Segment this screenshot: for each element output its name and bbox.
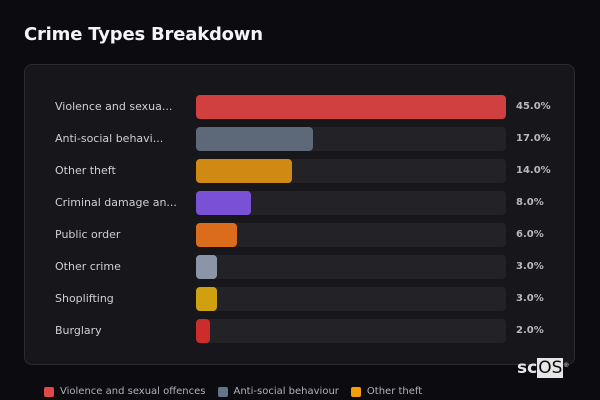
bar-value: 6.0% [516,229,544,240]
bar-row: Other crime 3.0% [25,255,574,279]
legend-swatch-icon [44,386,54,397]
bar-value: 45.0% [516,101,551,112]
bar-row: Burglary 2.0% [25,319,574,343]
bar-fill[interactable] [196,95,506,119]
bar-value: 17.0% [516,133,551,144]
bar-row: Violence and sexua... 45.0% [25,95,574,119]
chart-legend: Violence and sexual offences Anti-social … [44,386,422,397]
brand-prefix: sc [517,358,538,378]
bar-label: Public order [55,228,121,241]
bar-value: 8.0% [516,197,544,208]
bar-label: Shoplifting [55,292,114,305]
bar-track [196,159,506,183]
bar-row: Shoplifting 3.0% [25,287,574,311]
bar-value: 14.0% [516,165,551,176]
bar-track [196,191,506,215]
bar-track [196,223,506,247]
legend-item[interactable]: Anti-social behaviour [217,386,339,397]
bar-fill[interactable] [196,191,252,215]
bar-fill[interactable] [196,159,293,183]
bar-label: Violence and sexua... [55,100,173,113]
brand-logo: scOS ® [517,358,569,378]
bar-label: Anti-social behavi... [55,132,164,145]
legend-item[interactable]: Other theft [350,386,423,397]
chart-title: Crime Types Breakdown [24,24,263,45]
bar-value: 3.0% [516,261,544,272]
bar-fill[interactable] [196,223,238,247]
bar-fill[interactable] [196,255,217,279]
bar-track [196,255,506,279]
bar-label: Other theft [55,164,116,177]
bar-row: Anti-social behavi... 17.0% [25,127,574,151]
legend-swatch-icon [217,386,228,397]
bar-row: Public order 6.0% [25,223,574,247]
bar-label: Other crime [55,260,121,273]
legend-label: Anti-social behaviour [233,386,339,397]
legend-label: Other theft [366,386,423,397]
bar-row: Other theft 14.0% [25,159,574,183]
bar-row: Criminal damage an... 8.0% [25,191,574,215]
bar-track [196,127,506,151]
legend-swatch-icon [350,386,361,397]
bar-fill[interactable] [196,319,210,343]
bar-label: Criminal damage an... [55,196,177,209]
bar-fill[interactable] [196,127,314,151]
bar-value: 3.0% [516,293,544,304]
chart-panel: Violence and sexua... 45.0% Anti-social be… [24,64,575,365]
legend-item[interactable]: Violence and sexual offences [44,386,206,397]
bar-value: 2.0% [516,325,544,336]
bar-fill[interactable] [196,287,217,311]
legend-label: Violence and sexual offences [60,386,206,397]
bar-track [196,287,506,311]
bar-track [196,319,506,343]
bar-label: Burglary [55,324,102,337]
registered-mark: ® [563,362,570,369]
brand-suffix: OS [537,358,564,378]
bar-track [196,95,506,119]
